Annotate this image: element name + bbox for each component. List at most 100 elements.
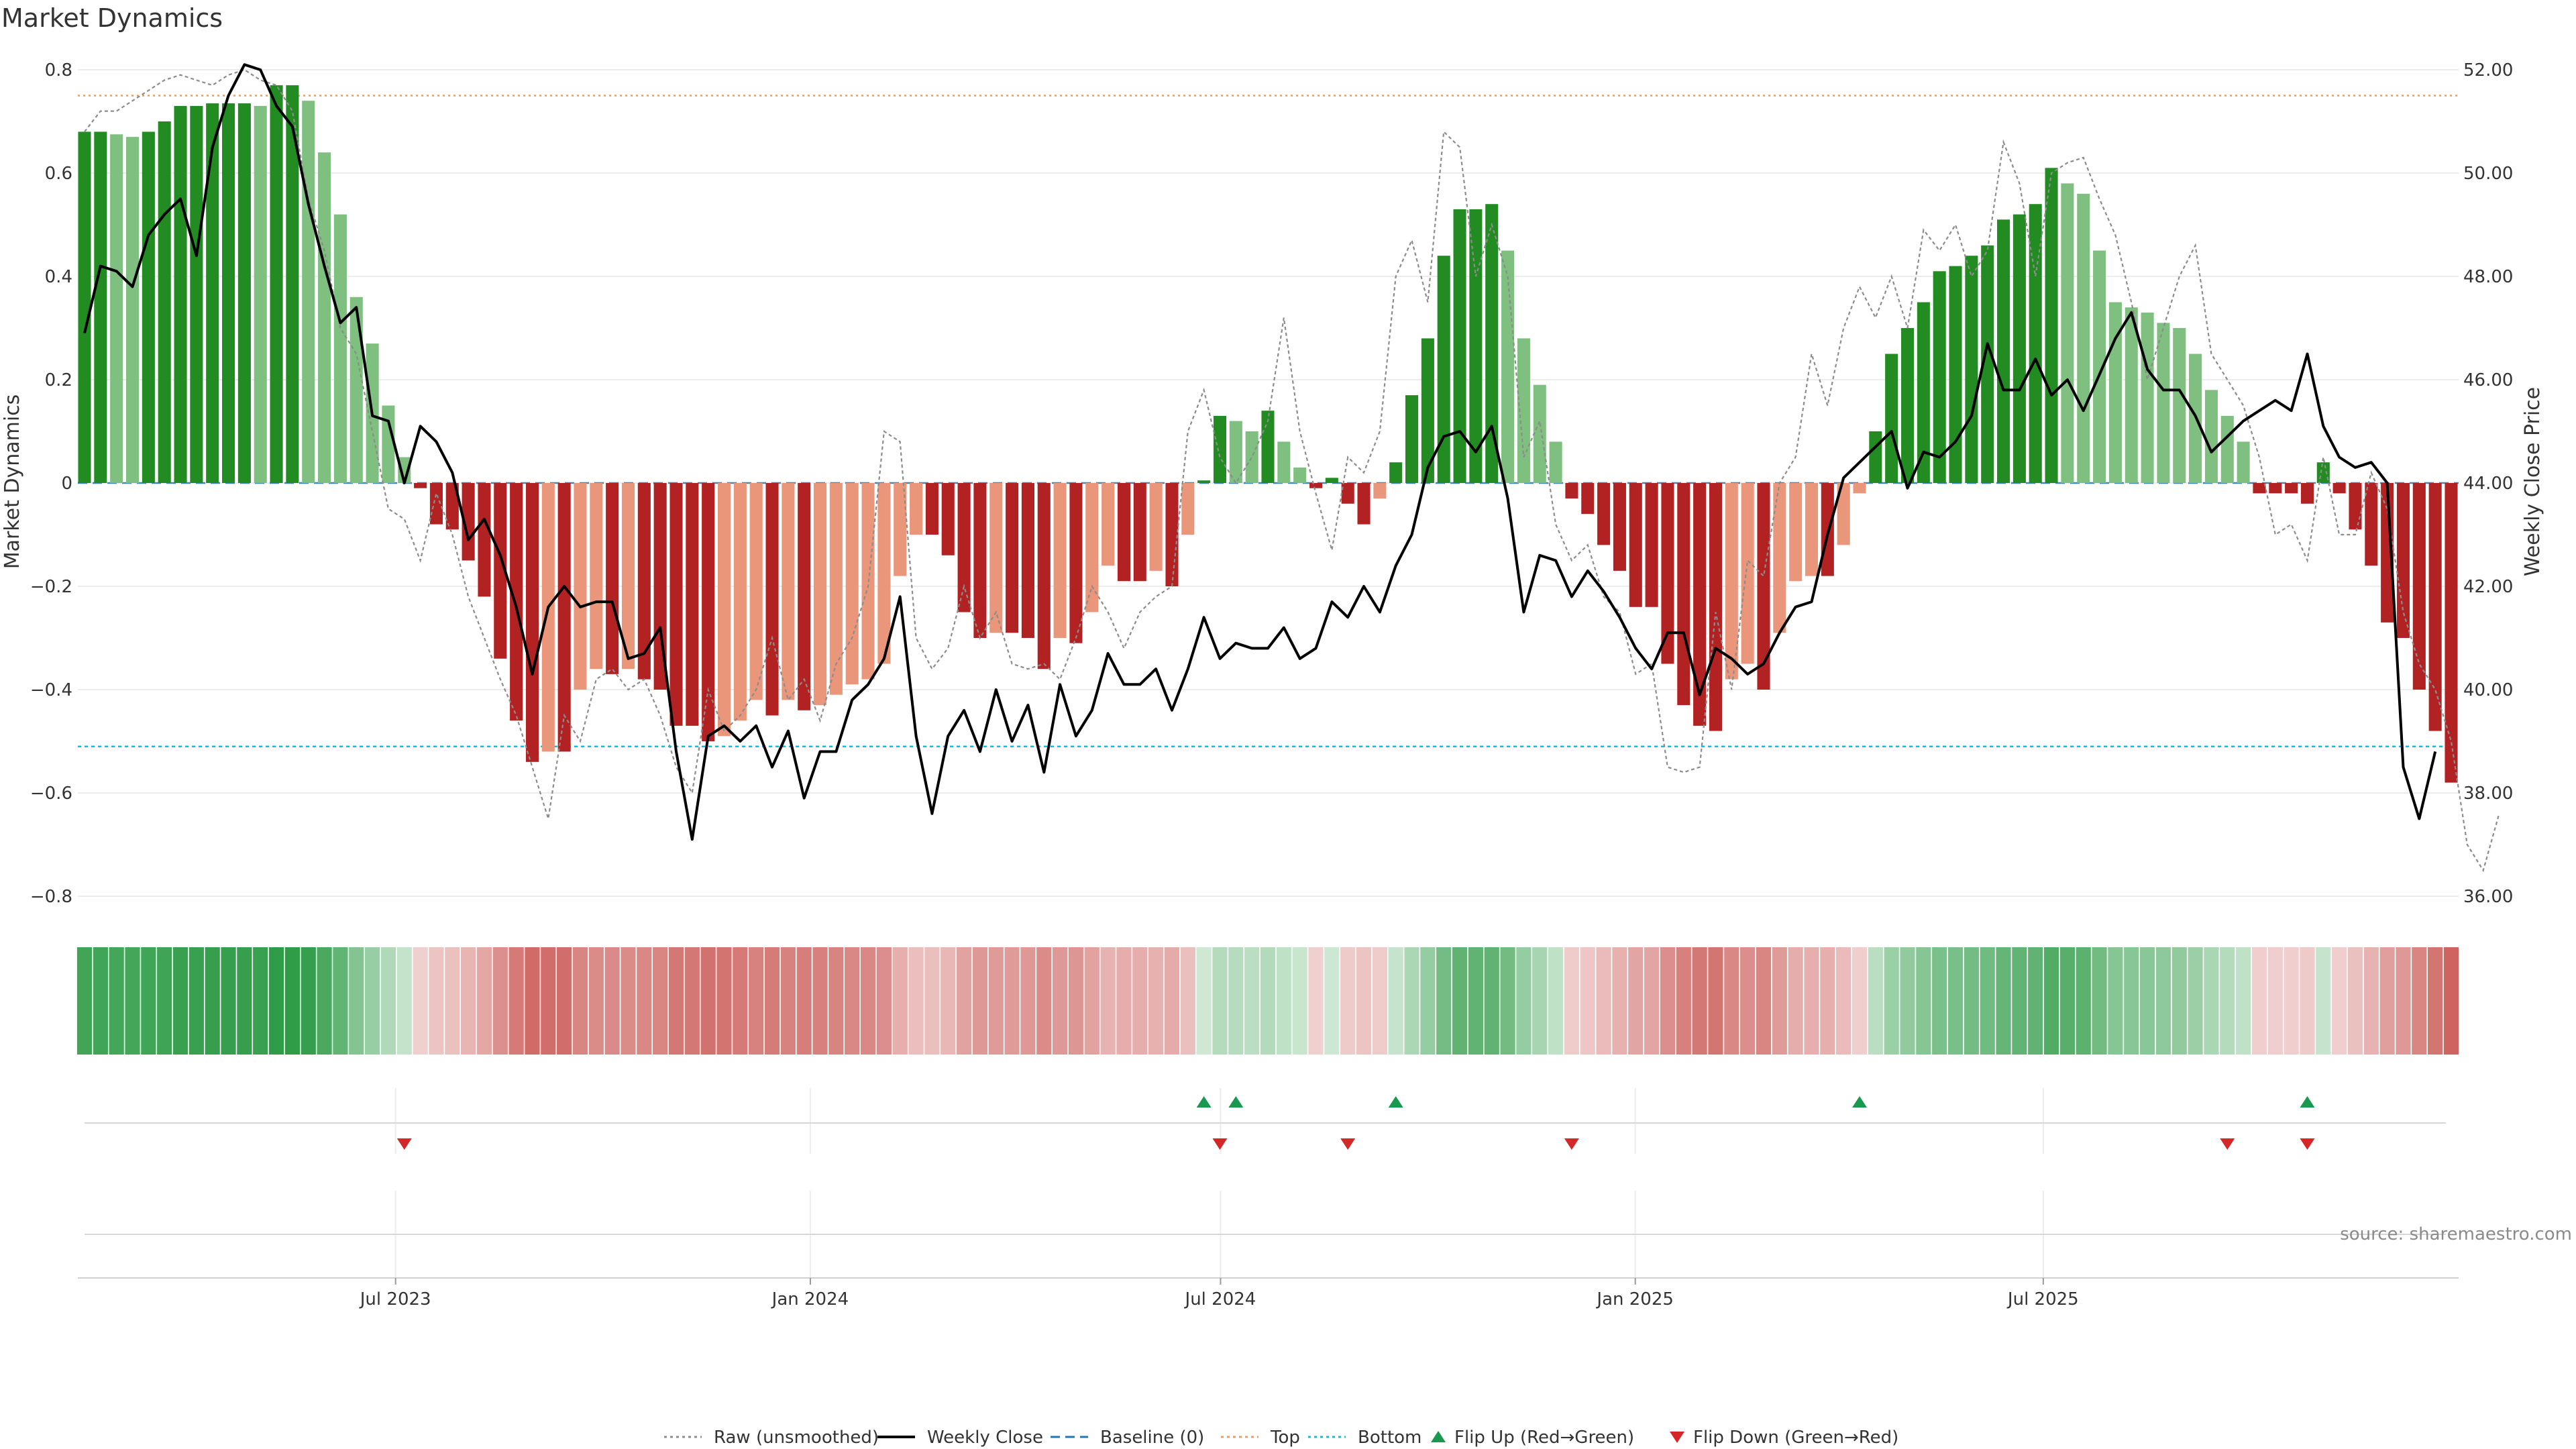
right-tick-label: 42.00 bbox=[2463, 577, 2513, 597]
flip-up-marker bbox=[2300, 1096, 2315, 1108]
bar bbox=[910, 483, 923, 535]
strip-cell bbox=[1676, 947, 1691, 1055]
strip-cell bbox=[508, 947, 524, 1055]
strip-cell bbox=[1516, 947, 1532, 1055]
bar bbox=[1405, 395, 1419, 483]
flip-up-marker bbox=[1228, 1096, 1244, 1108]
bar bbox=[1981, 245, 1994, 483]
strip-cell bbox=[2092, 947, 2107, 1055]
bar bbox=[2029, 204, 2042, 483]
bar bbox=[925, 483, 938, 535]
bar bbox=[894, 483, 907, 576]
strip-cell bbox=[2235, 947, 2251, 1055]
strip-cell bbox=[1452, 947, 1468, 1055]
flip-markers-panel bbox=[85, 1088, 2446, 1154]
bar bbox=[782, 483, 795, 700]
bar bbox=[1165, 483, 1179, 586]
bar bbox=[2157, 323, 2170, 483]
bar bbox=[2061, 183, 2074, 483]
bar bbox=[445, 483, 459, 530]
strip-cell bbox=[221, 947, 236, 1055]
strip-cell bbox=[1436, 947, 1452, 1055]
strip-cell bbox=[1100, 947, 1116, 1055]
strip-cell bbox=[1756, 947, 1772, 1055]
strip-cell bbox=[700, 947, 716, 1055]
strip-cell bbox=[396, 947, 412, 1055]
bar bbox=[798, 483, 811, 710]
bar bbox=[302, 101, 315, 483]
bar bbox=[1309, 483, 1323, 488]
legend-label: Bottom bbox=[1358, 1428, 1421, 1448]
x-tick-label: Jul 2023 bbox=[359, 1289, 431, 1309]
strip-cell bbox=[253, 947, 268, 1055]
bars-layer bbox=[78, 85, 2458, 783]
strip-cell bbox=[588, 947, 604, 1055]
bar bbox=[110, 134, 123, 483]
bar bbox=[733, 483, 747, 721]
bar bbox=[1197, 480, 1211, 483]
strip-cell bbox=[1708, 947, 1723, 1055]
strip-cell bbox=[460, 947, 476, 1055]
strip-cell bbox=[908, 947, 924, 1055]
strip-cell bbox=[1244, 947, 1260, 1055]
strip-cell bbox=[541, 947, 556, 1055]
state-strip bbox=[76, 947, 2459, 1055]
bar bbox=[1773, 483, 1786, 633]
strip-cell bbox=[1868, 947, 1883, 1055]
bar bbox=[1261, 411, 1275, 483]
strip-cell bbox=[2076, 947, 2091, 1055]
strip-cell bbox=[1372, 947, 1387, 1055]
strip-cell bbox=[2332, 947, 2347, 1055]
strip-cell bbox=[1292, 947, 1307, 1055]
bar bbox=[1900, 328, 1915, 483]
right-tick-label: 40.00 bbox=[2463, 680, 2513, 700]
strip-cell bbox=[2428, 947, 2443, 1055]
bar bbox=[494, 483, 507, 659]
legend-item: Raw (unsmoothed) bbox=[664, 1428, 879, 1448]
bar bbox=[1725, 483, 1738, 680]
strip-cell bbox=[2108, 947, 2123, 1055]
bar bbox=[1965, 256, 1978, 483]
bar bbox=[206, 103, 219, 484]
strip-cell bbox=[2028, 947, 2043, 1055]
strip-cell bbox=[1020, 947, 1036, 1055]
strip-cell bbox=[1356, 947, 1372, 1055]
strip-cell bbox=[1932, 947, 1947, 1055]
price-line-layer bbox=[83, 63, 2437, 841]
strip-cell bbox=[476, 947, 492, 1055]
strip-cell bbox=[413, 947, 428, 1055]
strip-cell bbox=[1228, 947, 1244, 1055]
strip-cell bbox=[301, 947, 316, 1055]
bar bbox=[1949, 266, 1962, 483]
strip-cell bbox=[1964, 947, 1979, 1055]
chart-title: Market Dynamics bbox=[1, 3, 223, 33]
bar bbox=[541, 483, 555, 752]
bar bbox=[318, 152, 331, 483]
bar bbox=[1645, 483, 1658, 607]
bar bbox=[829, 483, 843, 695]
flip-down-marker bbox=[1564, 1138, 1579, 1150]
legend-item: Weekly Close bbox=[877, 1428, 1043, 1448]
strip-cell bbox=[1996, 947, 2011, 1055]
bar bbox=[1917, 302, 1930, 483]
strip-cell bbox=[109, 947, 124, 1055]
bar bbox=[973, 483, 987, 638]
strip-cell bbox=[1052, 947, 1068, 1055]
flip-up-marker bbox=[1196, 1096, 1212, 1108]
right-tick-label: 52.00 bbox=[2463, 60, 2513, 80]
legend-item: Baseline (0) bbox=[1051, 1428, 1204, 1448]
left-tick-label: −0.4 bbox=[30, 680, 72, 700]
strip-cell bbox=[1340, 947, 1356, 1055]
strip-cell bbox=[2155, 947, 2171, 1055]
bar bbox=[1821, 483, 1834, 576]
strip-cell bbox=[141, 947, 156, 1055]
left-tick-label: −0.6 bbox=[30, 784, 72, 804]
strip-cell bbox=[1548, 947, 1564, 1055]
strip-cell bbox=[845, 947, 860, 1055]
bar bbox=[2173, 328, 2186, 483]
bar bbox=[1661, 483, 1674, 664]
bar bbox=[1613, 483, 1626, 571]
bar bbox=[1117, 483, 1130, 582]
bar bbox=[637, 483, 651, 680]
bar bbox=[590, 483, 603, 669]
